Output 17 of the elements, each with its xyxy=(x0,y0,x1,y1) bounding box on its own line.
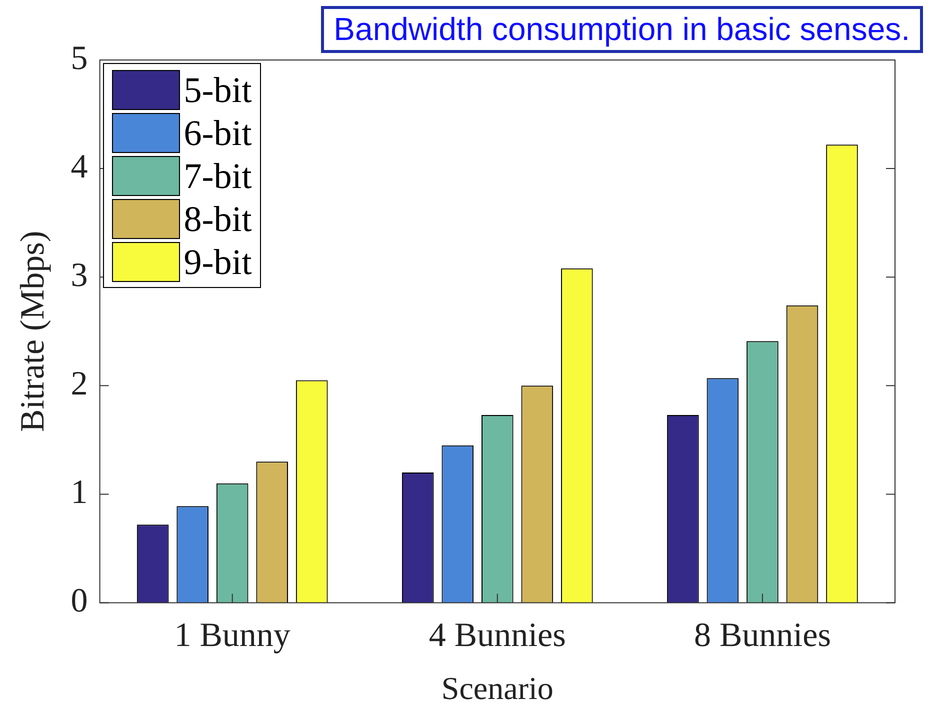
legend-label: 9-bit xyxy=(182,240,252,283)
x-tick-label: 4 Bunnies xyxy=(428,617,566,654)
y-tick-label: 1 xyxy=(70,474,88,512)
x-axis-title: Scenario xyxy=(441,670,554,706)
y-tick-label: 0 xyxy=(70,582,88,620)
y-tick-label: 2 xyxy=(70,366,88,403)
chart-title: Bandwidth consumption in basic senses. xyxy=(320,6,923,53)
x-tick-label: 8 Bunnies xyxy=(694,617,831,654)
legend-label: 7-bit xyxy=(182,154,252,197)
y-tick-label: 4 xyxy=(70,148,88,186)
y-axis-title: Bitrate (Mbps) xyxy=(14,230,52,432)
legend-label: 8-bit xyxy=(182,198,252,240)
y-tick-label: 3 xyxy=(70,257,88,294)
y-tick-label: 5 xyxy=(70,40,88,77)
legend-label: 5-bit xyxy=(182,68,252,111)
legend-label: 6-bit xyxy=(182,112,252,154)
x-tick-label: 1 Bunny xyxy=(174,617,290,654)
